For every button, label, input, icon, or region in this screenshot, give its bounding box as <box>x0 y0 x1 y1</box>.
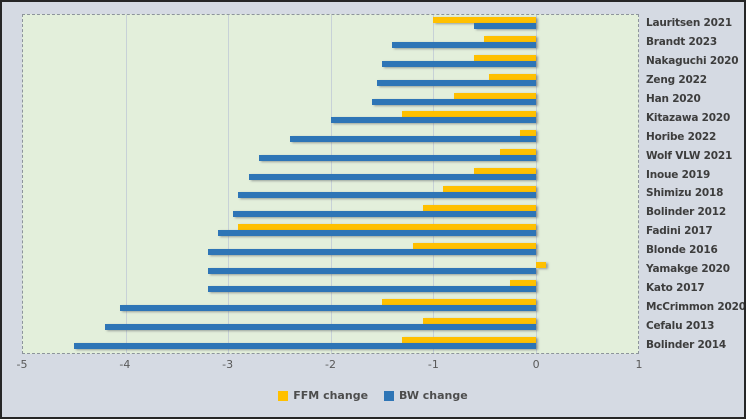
legend-swatch-bw-icon <box>384 390 395 401</box>
x-axis: -5 -4 -3 -2 -1 0 1 <box>17 358 643 374</box>
legend-label-bw: BW change <box>399 389 468 402</box>
chart-row <box>23 316 638 335</box>
bar-ffm-change <box>433 17 536 24</box>
bar-ffm-change <box>474 54 536 61</box>
bar-ffm-change <box>238 223 536 230</box>
bar-bw-change <box>289 136 536 143</box>
bar-bw-change <box>238 192 536 199</box>
bar-ffm-change <box>453 92 536 99</box>
bar-bw-change <box>105 323 536 330</box>
x-axis-tick-label: 0 <box>532 358 540 371</box>
bar-bw-change <box>392 42 536 49</box>
chart-row <box>23 15 638 34</box>
legend-swatch-ffm-icon <box>278 390 289 401</box>
category-label: Wolf VLW 2021 <box>646 149 733 162</box>
bar-ffm-change <box>474 167 536 174</box>
bar-ffm-change <box>484 36 536 43</box>
chart-row <box>23 165 638 184</box>
chart-row <box>23 109 638 128</box>
chart-row <box>23 71 638 90</box>
category-label: Kitazawa 2020 <box>646 111 731 124</box>
category-labels: Lauritsen 2021 Brandt 2023 Nakaguchi 2020 Z… <box>646 14 746 354</box>
bar-ffm-change <box>443 186 536 193</box>
bar-bw-change <box>248 173 536 180</box>
plot-area <box>22 14 639 354</box>
bar-ffm-change <box>520 130 536 137</box>
category-label: McCrimmon 2020 <box>646 300 746 313</box>
bar-bw-change <box>217 229 536 236</box>
chart-row <box>23 297 638 316</box>
category-label: Lauritsen 2021 <box>646 17 732 30</box>
chart-row <box>23 222 638 241</box>
chart-row <box>23 146 638 165</box>
bar-bw-change <box>207 267 536 274</box>
category-label: Inoue 2019 <box>646 168 711 181</box>
category-label: Nakaguchi 2020 <box>646 55 739 68</box>
bar-ffm-change <box>509 280 536 287</box>
chart-row <box>23 203 638 222</box>
x-axis-tick-label: 1 <box>635 358 643 371</box>
bar-bw-change <box>120 305 536 312</box>
bar-bw-change <box>330 117 536 124</box>
x-axis-tick-label: -2 <box>325 358 336 371</box>
bar-bw-change <box>207 286 536 293</box>
chart-row <box>23 184 638 203</box>
bar-bw-change <box>258 154 536 161</box>
bar-ffm-change <box>412 242 536 249</box>
category-label: Bolinder 2014 <box>646 338 726 351</box>
category-label: Cefalu 2013 <box>646 319 715 332</box>
bar-bw-change <box>381 60 536 67</box>
category-label: Bolinder 2012 <box>646 206 726 219</box>
bar-bw-change <box>474 23 536 30</box>
chart-row <box>23 53 638 72</box>
bar-bw-change <box>74 342 536 349</box>
legend-item-bw: BW change <box>384 389 468 402</box>
bar-ffm-change <box>499 148 536 155</box>
bar-ffm-change <box>489 73 536 80</box>
bar-ffm-change <box>422 317 536 324</box>
bar-ffm-change <box>402 111 536 118</box>
x-axis-tick-label: -5 <box>16 358 28 371</box>
bar-ffm-change <box>381 299 536 306</box>
category-label: Kato 2017 <box>646 281 705 294</box>
chart-row <box>23 278 638 297</box>
bar-ffm-change <box>422 205 536 212</box>
bar-ffm-change <box>535 261 546 268</box>
category-label: Shimizu 2018 <box>646 187 724 200</box>
bar-ffm-change <box>402 336 536 343</box>
category-label: Horibe 2022 <box>646 130 717 143</box>
x-axis-tick-label: -3 <box>222 358 234 371</box>
bar-bw-change <box>371 98 536 105</box>
chart-row <box>23 334 638 353</box>
legend-label-ffm: FFM change <box>293 389 369 402</box>
category-label: Yamakge 2020 <box>646 263 730 276</box>
gridline <box>125 15 127 353</box>
plot-rows <box>23 15 638 353</box>
bar-bw-change <box>233 211 536 218</box>
chart-row <box>23 128 638 147</box>
gridline <box>228 15 229 353</box>
gridline <box>330 15 332 353</box>
category-label: Blonde 2016 <box>646 244 718 257</box>
chart-row <box>23 90 638 109</box>
legend: FFM change BW change <box>2 389 744 402</box>
category-label: Zeng 2022 <box>646 74 707 87</box>
bar-bw-change <box>376 79 536 86</box>
chart-row <box>23 259 638 278</box>
x-axis-tick-label: -4 <box>119 358 131 371</box>
x-axis-tick-label: -1 <box>427 358 439 371</box>
category-label: Han 2020 <box>646 93 701 105</box>
category-label: Brandt 2023 <box>646 36 717 49</box>
legend-item-ffm: FFM change <box>278 389 368 402</box>
category-label: Fadini 2017 <box>646 225 713 238</box>
bar-bw-change <box>207 248 536 255</box>
gridline <box>433 15 434 353</box>
chart-row <box>23 240 638 259</box>
chart-row <box>23 34 638 53</box>
gridline <box>535 15 537 353</box>
